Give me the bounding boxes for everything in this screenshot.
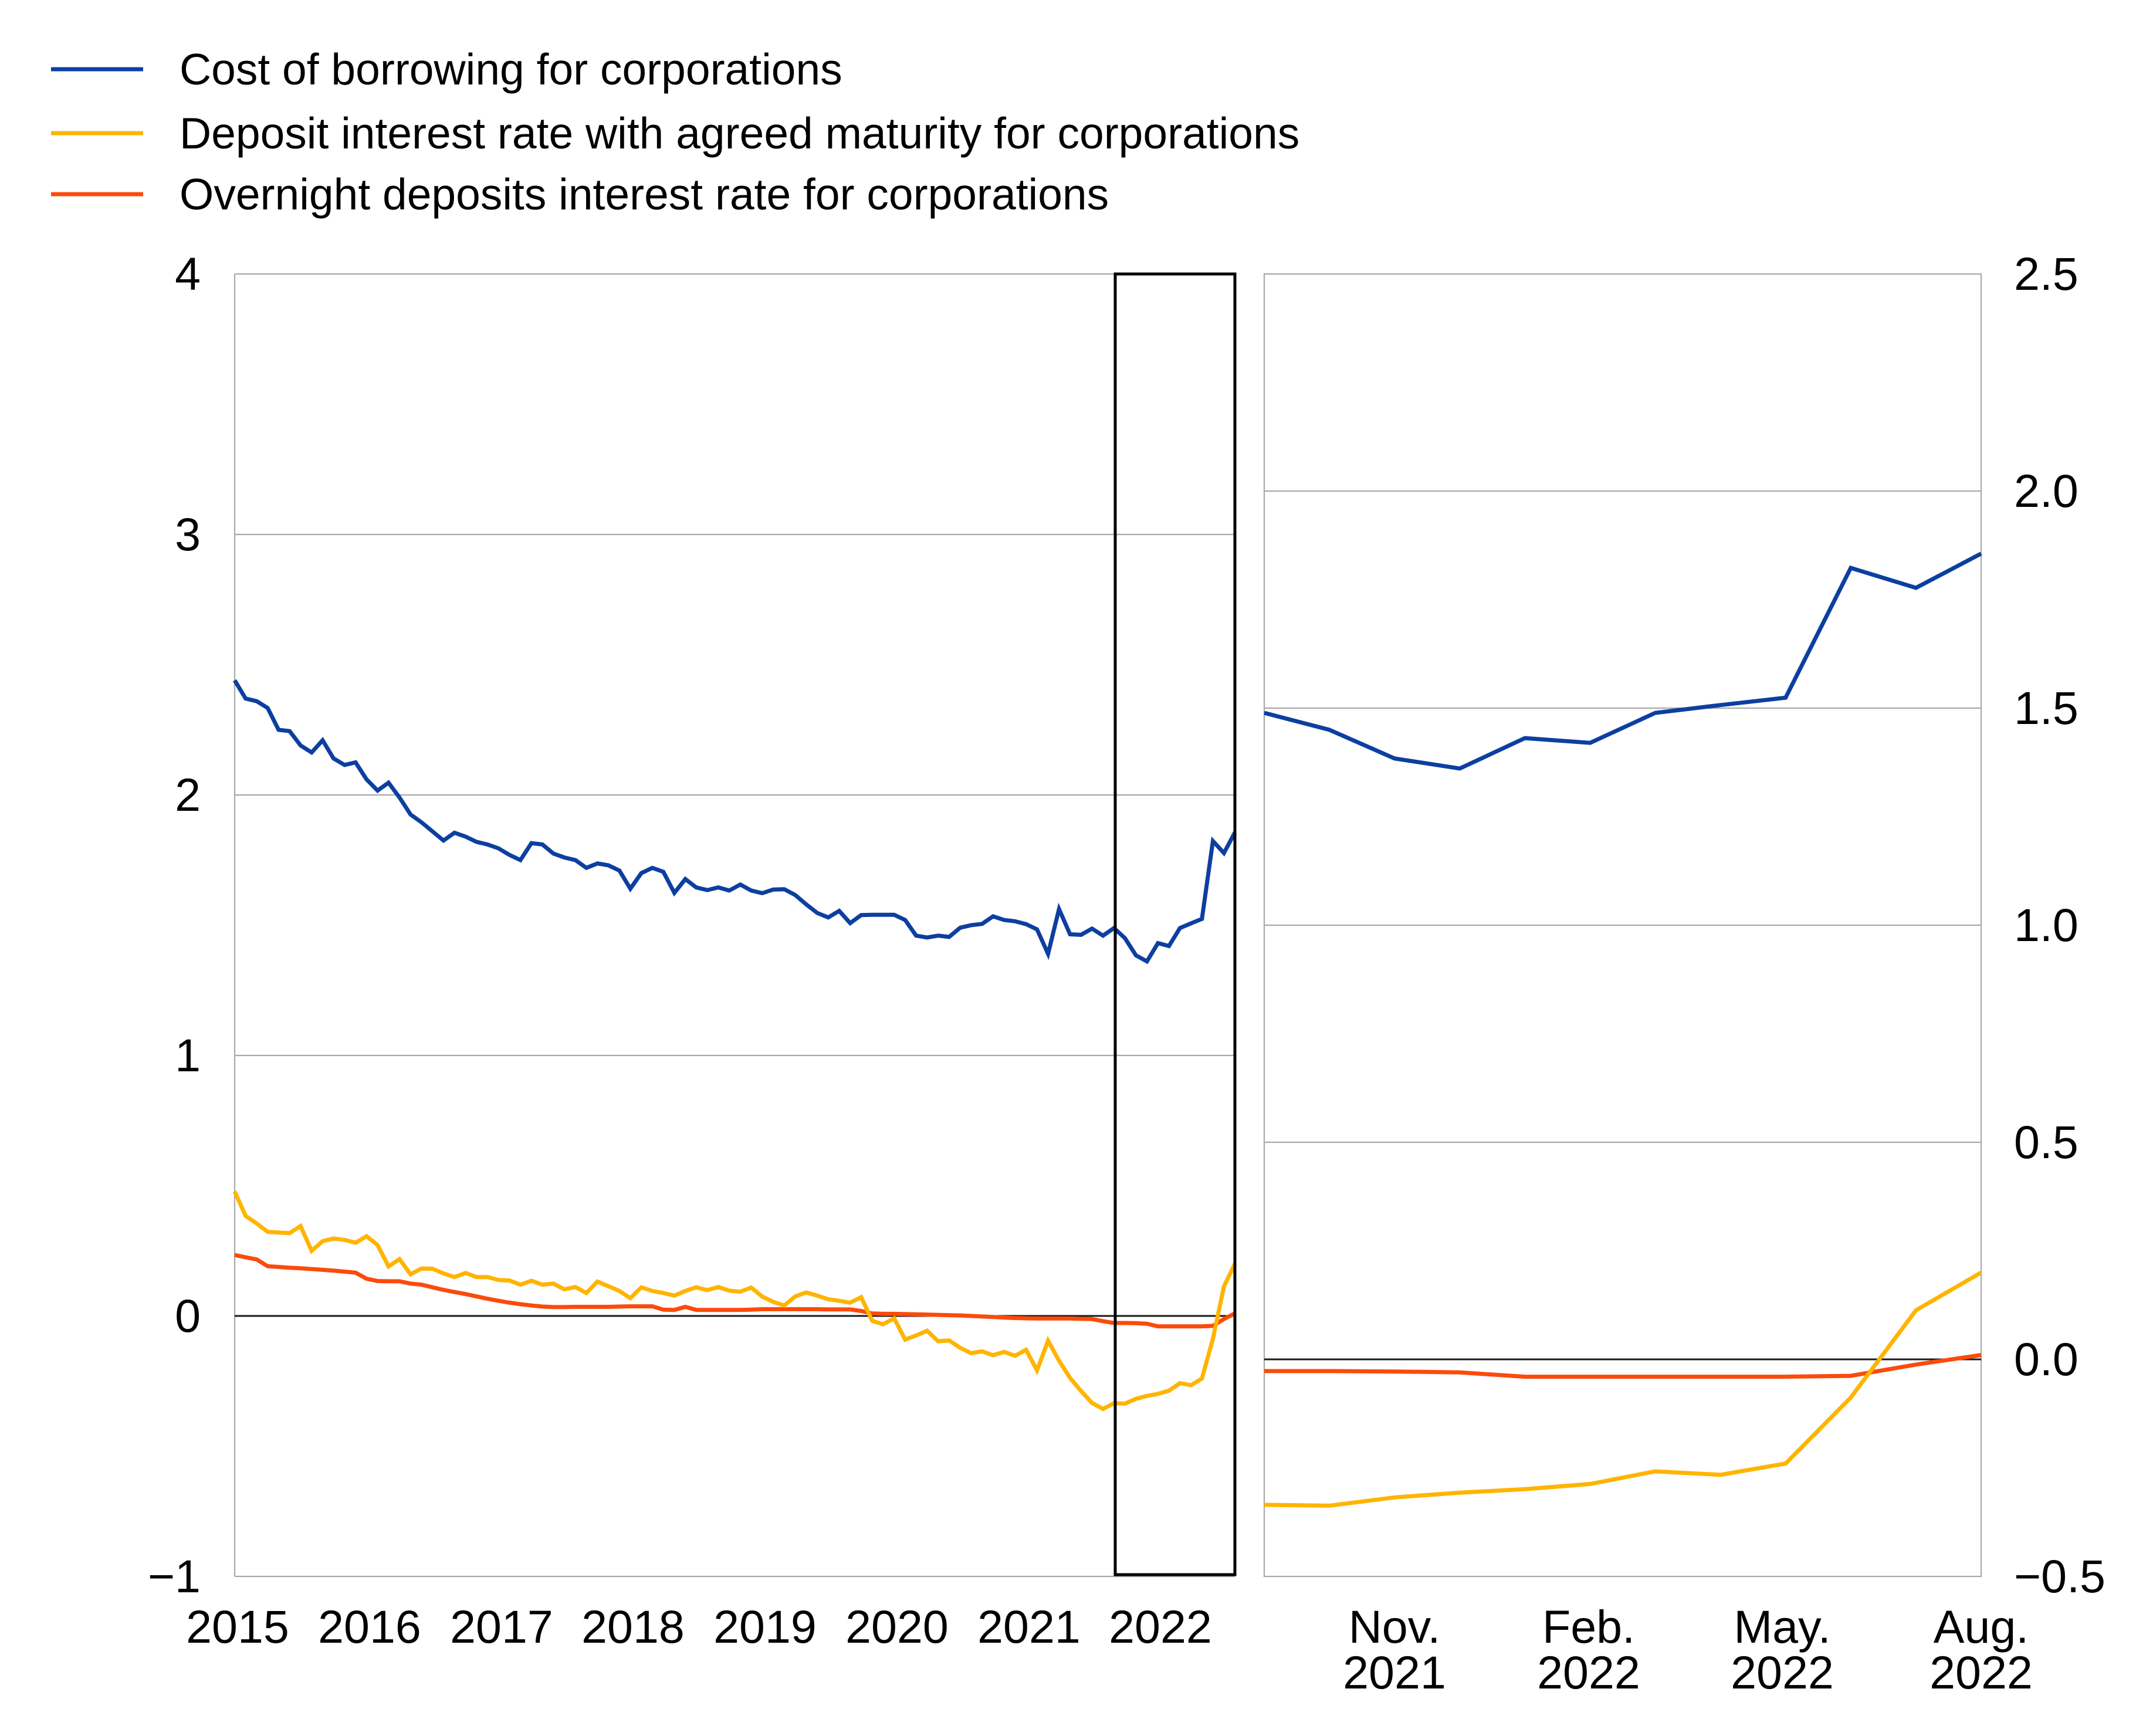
svg-text:2.0: 2.0 [2014,465,2079,517]
svg-text:Cost of borrowing for corporat: Cost of borrowing for corporations [180,45,842,94]
svg-text:2021: 2021 [977,1600,1081,1653]
svg-text:2019: 2019 [713,1600,817,1653]
svg-text:2015: 2015 [186,1600,289,1653]
svg-text:Deposit interest rate with agr: Deposit interest rate with agreed maturi… [180,109,1299,158]
svg-text:0.0: 0.0 [2014,1333,2079,1385]
svg-text:−1: −1 [148,1550,201,1602]
svg-text:Aug.: Aug. [1934,1600,2029,1653]
svg-text:2016: 2016 [318,1600,421,1653]
svg-text:Nov.: Nov. [1349,1600,1441,1653]
svg-text:0: 0 [175,1290,201,1342]
svg-text:2017: 2017 [450,1600,553,1653]
svg-text:1.5: 1.5 [2014,682,2079,734]
svg-text:Feb.: Feb. [1542,1600,1635,1653]
svg-text:2: 2 [175,769,201,821]
svg-text:3: 3 [175,508,201,560]
svg-text:2022: 2022 [1537,1646,1640,1698]
svg-text:Overnight deposits interest ra: Overnight deposits interest rate for cor… [180,170,1109,219]
svg-text:−0.5: −0.5 [2014,1550,2105,1602]
svg-text:1.0: 1.0 [2014,899,2079,951]
svg-text:0.5: 0.5 [2014,1116,2079,1168]
svg-text:2022: 2022 [1731,1646,1834,1698]
svg-text:May.: May. [1734,1600,1830,1653]
svg-text:2018: 2018 [581,1600,685,1653]
svg-text:2020: 2020 [845,1600,949,1653]
svg-text:2022: 2022 [1109,1600,1212,1653]
svg-text:1: 1 [175,1029,201,1081]
svg-text:2.5: 2.5 [2014,248,2079,300]
svg-text:4: 4 [175,248,201,300]
svg-text:2021: 2021 [1343,1646,1446,1698]
svg-text:2022: 2022 [1929,1646,2033,1698]
